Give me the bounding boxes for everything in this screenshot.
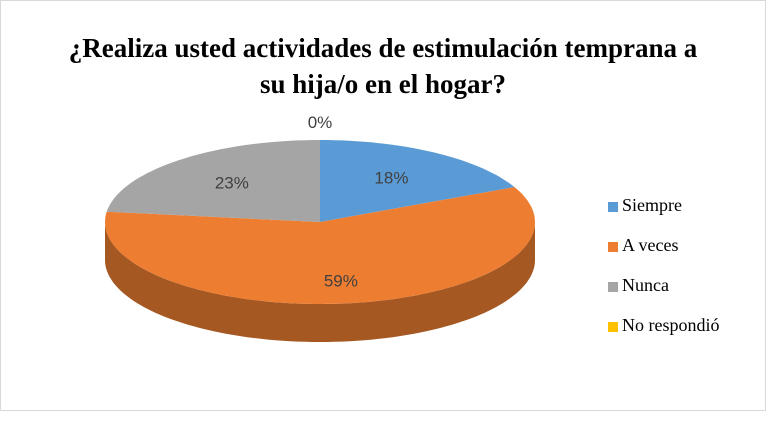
legend-swatch — [608, 242, 618, 252]
legend-label: No respondió — [622, 315, 720, 335]
data-label: 0% — [308, 113, 333, 132]
legend-label: A veces — [622, 235, 678, 255]
pie-slice — [105, 187, 535, 304]
pie-slice-side — [105, 222, 535, 342]
data-label: 18% — [374, 169, 408, 188]
legend-label: Siempre — [622, 195, 682, 215]
legend-swatch — [608, 322, 618, 332]
legend-label: Nunca — [622, 275, 669, 295]
data-label: 59% — [324, 272, 358, 291]
pie-slice — [106, 140, 320, 222]
data-label: 23% — [215, 173, 249, 192]
chart-title: ¿Realiza usted actividades de estimulaci… — [68, 33, 698, 99]
legend-swatch — [608, 202, 618, 212]
legend-swatch — [608, 282, 618, 292]
pie-slice — [320, 140, 515, 222]
